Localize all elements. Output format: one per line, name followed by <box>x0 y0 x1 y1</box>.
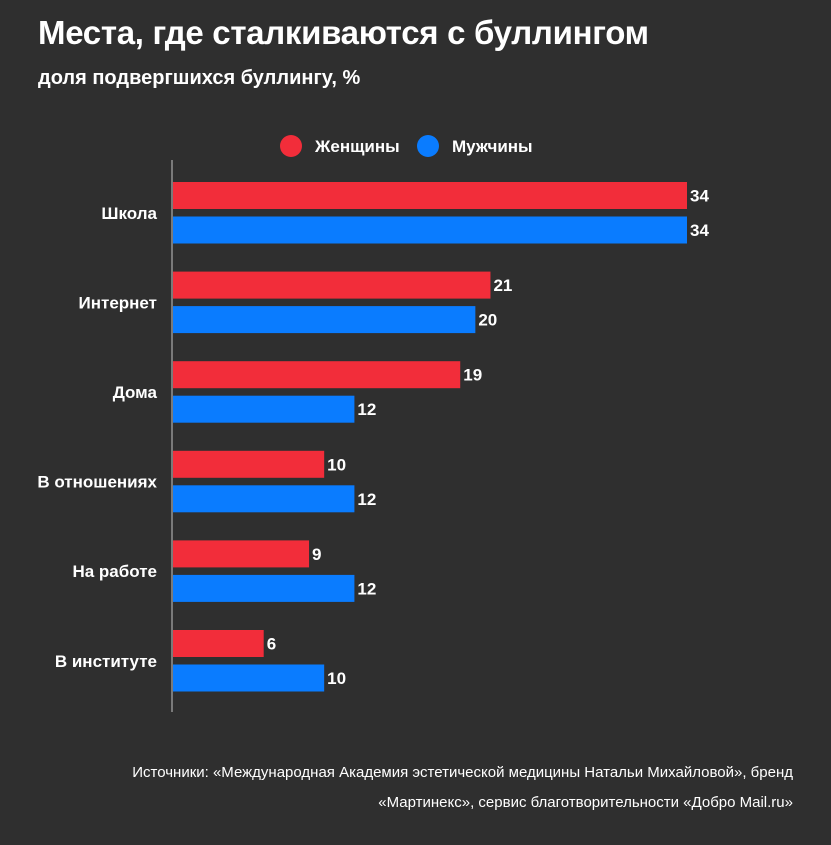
bar-men <box>173 485 355 513</box>
legend-label-2: Мужчины <box>452 137 533 156</box>
legend-label-1: Женщины <box>314 137 400 156</box>
bar-women <box>173 450 325 478</box>
value-label: 21 <box>493 276 512 295</box>
value-label: 20 <box>478 311 497 330</box>
value-label: 6 <box>267 635 276 654</box>
value-label: 10 <box>327 669 346 688</box>
value-label: 19 <box>463 366 482 385</box>
source-line-2: «Мартинекс», сервис благотворительности … <box>378 794 793 811</box>
value-label: 12 <box>357 579 376 598</box>
bar-women <box>173 271 491 299</box>
bar-men <box>173 395 355 423</box>
value-label: 9 <box>312 545 321 564</box>
bar-men <box>173 664 325 692</box>
value-label: 12 <box>357 490 376 509</box>
bar-men <box>173 574 355 602</box>
chart-title: Места, где сталкиваются с буллингом <box>38 14 649 51</box>
value-label: 34 <box>690 221 709 240</box>
bar-men <box>173 306 476 334</box>
value-label: 34 <box>690 187 709 206</box>
category-label: Дома <box>113 383 158 402</box>
chart-subtitle: доля подвергшихся буллингу, % <box>38 67 361 89</box>
bar-women <box>173 630 264 657</box>
category-label: Школа <box>101 204 157 223</box>
bar-women <box>173 361 461 389</box>
bar-women <box>173 540 310 568</box>
bars-group: Школа 34 34 Интернет 21 20 Дома 19 12 В отношения… <box>37 182 709 692</box>
value-label: 12 <box>357 400 376 419</box>
legend: Женщины Мужчины <box>280 135 533 157</box>
source-note: Источники: «Международная Академия эстет… <box>33 758 793 818</box>
legend-swatch-2 <box>417 135 439 157</box>
bar-men <box>173 216 687 244</box>
source-line-1: Источники: «Международная Академия эстет… <box>132 764 793 781</box>
category-label: В отношениях <box>37 473 157 492</box>
value-label: 10 <box>327 455 346 474</box>
category-label: На работе <box>72 562 157 581</box>
category-label: В институте <box>55 652 157 671</box>
category-label: Интернет <box>79 293 157 312</box>
bar-women <box>173 182 687 209</box>
legend-swatch-1 <box>280 135 302 157</box>
